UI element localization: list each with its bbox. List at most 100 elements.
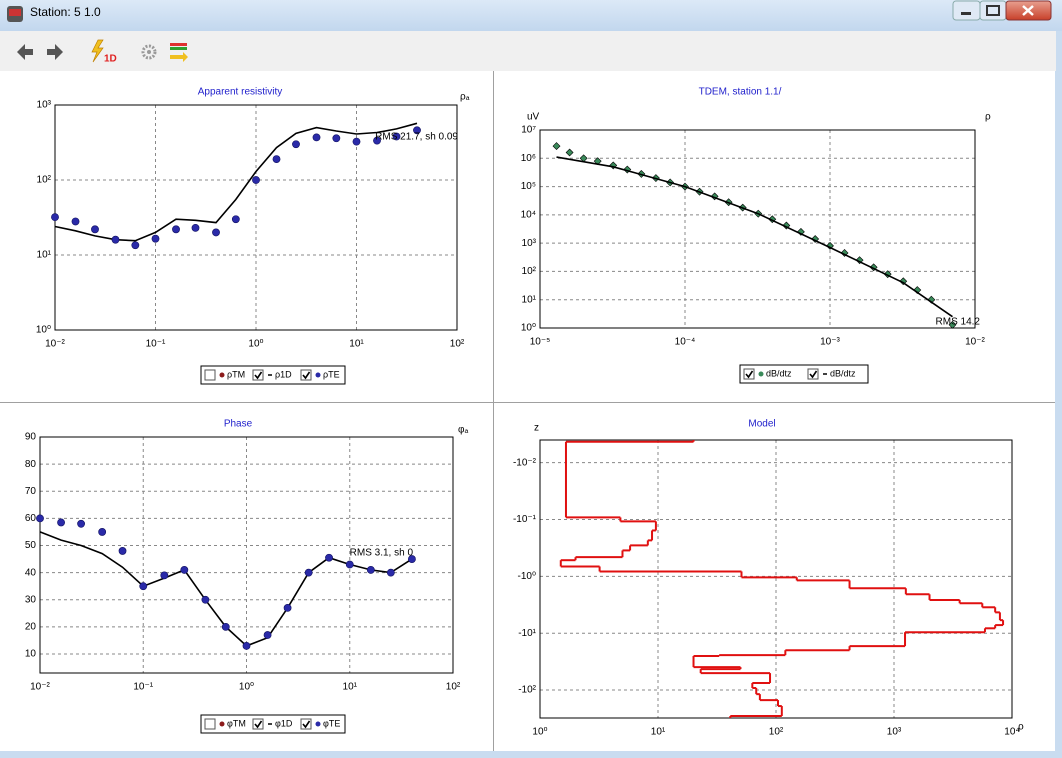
- data-point: [552, 142, 561, 151]
- x-tick-label: 10¹: [343, 682, 358, 693]
- app-icon: [7, 6, 23, 22]
- x-tick-label: 10⁻²: [965, 337, 985, 348]
- data-point: [118, 547, 127, 555]
- data-point: [160, 571, 169, 580]
- x-axis-label: ρ: [985, 112, 991, 123]
- data-line: [556, 156, 953, 318]
- legend-marker: [219, 372, 225, 378]
- legend-checkbox[interactable]: [743, 368, 755, 380]
- legend-label: ρ1D: [275, 369, 292, 379]
- y-tick-label: 80: [25, 459, 37, 470]
- data-point: [172, 225, 180, 234]
- data-point: [212, 228, 220, 237]
- data-point: [71, 217, 80, 226]
- data-point: [796, 227, 805, 236]
- data-point: [392, 132, 401, 141]
- data-point: [345, 560, 354, 569]
- legend-label: dB/dtz: [766, 368, 792, 378]
- data-point: [913, 286, 922, 294]
- y-tick-label: 10²: [522, 266, 537, 277]
- data-point: [272, 155, 281, 163]
- data-point: [373, 136, 381, 145]
- legend-label: ρTM: [227, 369, 245, 379]
- x-tick-label: 10⁻³: [820, 337, 840, 348]
- check-mark: [809, 370, 818, 379]
- data-point: [98, 528, 107, 536]
- y-tick-label: -10⁻¹: [513, 514, 537, 525]
- legend-checkbox[interactable]: [807, 368, 819, 380]
- data-point: [91, 225, 99, 234]
- data-point: [151, 234, 160, 243]
- legend-marker: [758, 371, 764, 377]
- toolbar: [0, 31, 1056, 71]
- data-point: [811, 235, 820, 243]
- legend-marker: [315, 721, 321, 727]
- legend-checkbox[interactable]: [300, 718, 312, 730]
- legend-checkbox[interactable]: [252, 369, 264, 381]
- data-point: [948, 320, 957, 329]
- y-tick-label: 90: [25, 432, 37, 443]
- x-tick-label: 10²: [769, 727, 784, 738]
- layers-button[interactable]: [170, 43, 188, 62]
- data-point: [77, 519, 85, 528]
- plot-frame: [539, 439, 1013, 719]
- x-axis-label: ρ: [1018, 722, 1024, 733]
- run-1d-button[interactable]: 1D: [91, 39, 117, 65]
- x-tick-label: 10¹: [651, 727, 666, 738]
- legend-label: φTM: [227, 718, 246, 728]
- x-tick-label: 10²: [446, 682, 461, 693]
- data-point: [352, 137, 361, 146]
- y-tick-label: -10²: [518, 685, 536, 696]
- data-point: [304, 568, 313, 577]
- y-tick-label: 70: [25, 486, 37, 497]
- rms-annotation: RMS 14.2: [936, 317, 981, 328]
- data-point: [139, 582, 148, 591]
- y-tick-label: 10²: [37, 175, 52, 186]
- settings-button[interactable]: [141, 44, 157, 60]
- forward-button[interactable]: [47, 44, 63, 60]
- x-tick-label: 10⁰: [532, 727, 547, 738]
- y-tick-label: 10⁴: [521, 209, 536, 220]
- y-axis-label: z: [534, 423, 539, 434]
- back-button[interactable]: [17, 44, 33, 60]
- x-tick-label: 10¹: [349, 339, 364, 350]
- data-point: [242, 641, 251, 650]
- check-mark: [745, 370, 754, 379]
- maximize-button[interactable]: [979, 0, 1007, 21]
- legend-checkbox[interactable]: [204, 369, 216, 381]
- x-tick-label: 10⁻¹: [133, 682, 153, 693]
- chart-title: Apparent resistivity: [198, 87, 282, 98]
- data-point: [366, 566, 375, 574]
- legend-label: φTE: [323, 718, 340, 728]
- y-axis-label: φₐ: [458, 425, 468, 436]
- minimize-button[interactable]: [952, 0, 981, 21]
- data-point: [252, 176, 260, 184]
- legend-checkbox[interactable]: [204, 718, 216, 730]
- data-point: [565, 148, 574, 157]
- x-tick-label: 10⁰: [239, 682, 254, 693]
- y-tick-label: 10³: [522, 238, 537, 249]
- data-point: [57, 518, 65, 527]
- chart-title: Phase: [224, 419, 253, 430]
- data-point: [408, 555, 416, 563]
- legend-checkbox[interactable]: [300, 369, 312, 381]
- legend-checkbox[interactable]: [252, 718, 264, 730]
- x-tick-label: 10⁻²: [45, 339, 65, 350]
- y-tick-label: 50: [25, 540, 37, 551]
- x-tick-label: 10³: [887, 727, 902, 738]
- check-mark: [254, 720, 263, 729]
- data-point: [386, 568, 395, 577]
- run-1d-label: 1D: [104, 54, 117, 65]
- plot-frame: [539, 129, 976, 329]
- y-tick-label: 10⁶: [521, 153, 536, 164]
- data-point: [191, 223, 200, 232]
- check-mark: [254, 371, 263, 380]
- data-point: [325, 553, 333, 562]
- data-point: [768, 215, 777, 224]
- plot-frame: [39, 436, 454, 674]
- y-axis-label: ρₐ: [460, 92, 470, 103]
- chart-title: Model: [748, 419, 775, 430]
- close-button[interactable]: [1005, 0, 1052, 21]
- x-tick-label: 10²: [450, 339, 465, 350]
